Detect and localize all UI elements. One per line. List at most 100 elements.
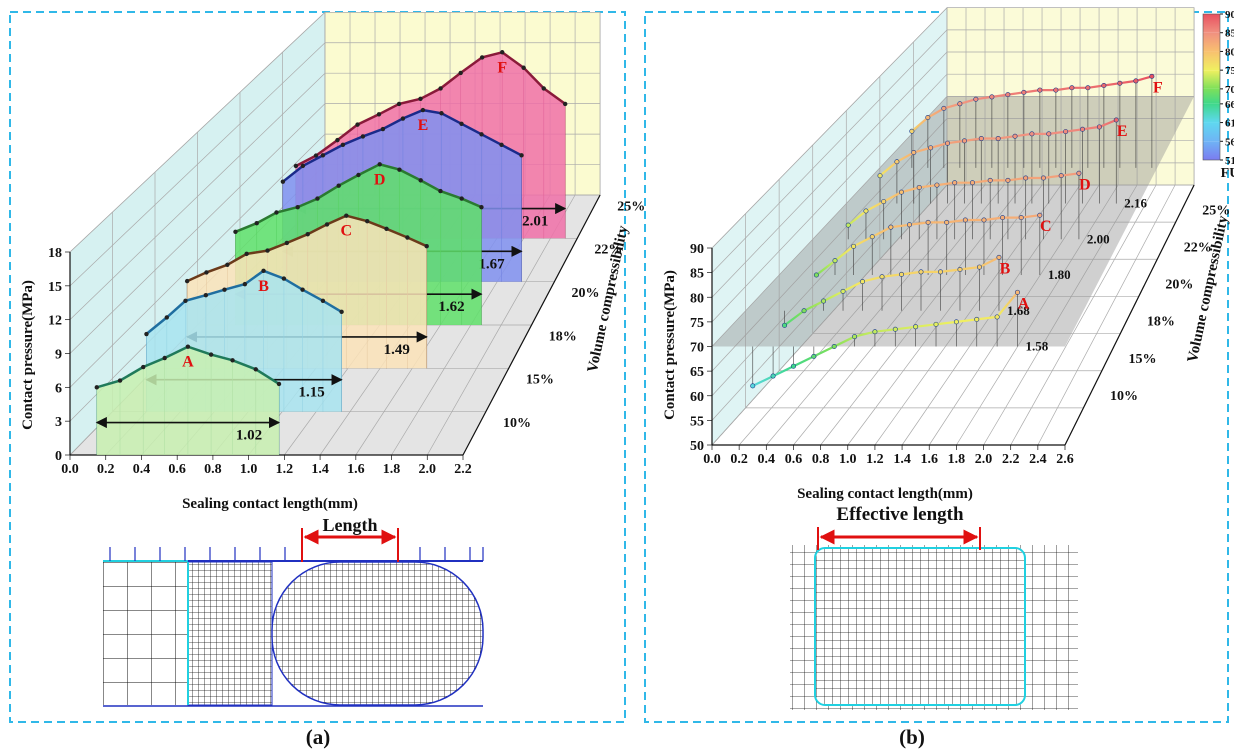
data-point (952, 181, 956, 185)
data-point (821, 299, 825, 303)
data-point (222, 287, 226, 291)
data-point (459, 122, 463, 126)
data-point (958, 102, 962, 106)
data-point (1000, 215, 1004, 219)
data-point (499, 143, 503, 147)
data-point (938, 270, 942, 274)
x-tick-label: 0.6 (168, 462, 186, 477)
data-point (519, 153, 523, 157)
data-point (935, 183, 939, 187)
series-letter: B (258, 278, 269, 295)
data-point (397, 102, 401, 106)
x-tick-label: 0.8 (204, 462, 222, 477)
colorbar-label: 70 (1225, 84, 1234, 96)
x-tick-label: 2.2 (454, 462, 472, 477)
y-tick-label: 70 (690, 341, 704, 356)
data-point (185, 279, 189, 283)
series-letter: D (1079, 176, 1091, 193)
data-point (306, 232, 310, 236)
x-tick-label: 1.6 (920, 452, 938, 467)
data-point (1070, 86, 1074, 90)
data-point (833, 258, 837, 262)
series-letter: A (1018, 295, 1030, 312)
panel-caption: (b) (899, 725, 925, 749)
data-point (1080, 127, 1084, 131)
data-point (860, 279, 864, 283)
data-point (341, 143, 345, 147)
figure: Length Effective length (a) (b) 0.00.20.… (0, 0, 1234, 753)
data-point (381, 127, 385, 131)
series-letter: A (182, 354, 194, 371)
data-point (337, 184, 341, 188)
data-point (1023, 176, 1027, 180)
colorbar-label: 80 (1225, 46, 1234, 58)
data-point (1086, 86, 1090, 90)
data-point (1013, 134, 1017, 138)
depth-tick-label: 10% (503, 416, 531, 431)
data-point (962, 139, 966, 143)
data-point (1006, 178, 1010, 182)
data-point (356, 173, 360, 177)
data-point (1059, 173, 1063, 177)
length-label: 1.58 (1025, 339, 1048, 354)
data-point (1006, 92, 1010, 96)
data-point (1038, 88, 1042, 92)
depth-tick-label: 25% (617, 199, 645, 214)
data-point (438, 86, 442, 90)
x-tick-label: 0.4 (758, 452, 776, 467)
depth-tick-label: FUNC (1221, 166, 1234, 181)
y-tick-label: 60 (690, 390, 704, 405)
data-point (899, 272, 903, 276)
data-point (162, 356, 166, 360)
length-label: 1.15 (298, 385, 324, 401)
x-tick-label: 0.0 (61, 462, 79, 477)
x-tick-label: 1.0 (240, 462, 258, 477)
x-tick-label: 1.4 (893, 452, 911, 467)
data-point (397, 167, 401, 171)
data-point (419, 178, 423, 182)
series-letter: C (341, 223, 353, 240)
data-point (958, 267, 962, 271)
colorbar-segment (1203, 141, 1220, 160)
data-point (1015, 290, 1019, 294)
data-point (846, 223, 850, 227)
data-point (1118, 81, 1122, 85)
data-point (421, 108, 425, 112)
data-point (378, 162, 382, 166)
data-point (910, 129, 914, 133)
chart-3d: 0.00.20.40.60.81.01.21.41.61.82.02.22.42… (662, 8, 1234, 502)
data-point (889, 225, 893, 229)
colorbar-segment (1203, 104, 1220, 123)
data-point (361, 134, 365, 138)
data-point (425, 244, 429, 248)
depth-tick-label: 20% (572, 286, 600, 301)
data-point (990, 95, 994, 99)
x-tick-label: 0.8 (812, 452, 830, 467)
data-point (225, 263, 229, 267)
x-tick-label: 1.4 (311, 462, 329, 477)
data-point (782, 323, 786, 327)
series-letter: D (374, 171, 386, 188)
data-point (1063, 129, 1067, 133)
data-point (880, 275, 884, 279)
data-point (165, 315, 169, 319)
data-point (942, 106, 946, 110)
series-letter: B (1000, 260, 1011, 277)
length-label: 1.62 (438, 299, 464, 315)
data-point (384, 227, 388, 231)
chart-3d: 0.00.20.40.60.81.01.21.41.61.82.02.20369… (20, 12, 645, 512)
data-point (977, 265, 981, 269)
data-point (1102, 83, 1106, 87)
y-tick-label: 9 (55, 348, 62, 363)
length-label: 2.00 (1087, 231, 1110, 246)
data-point (458, 71, 462, 75)
y-tick-label: 0 (55, 449, 62, 464)
y-tick-label: 3 (55, 415, 62, 430)
x-tick-label: 0.4 (133, 462, 151, 477)
data-point (899, 190, 903, 194)
data-point (418, 97, 422, 101)
x-tick-label: 1.6 (347, 462, 365, 477)
data-point (1047, 132, 1051, 136)
y-axis-title: Contact pressure(MPa) (20, 280, 36, 430)
data-point (365, 219, 369, 223)
